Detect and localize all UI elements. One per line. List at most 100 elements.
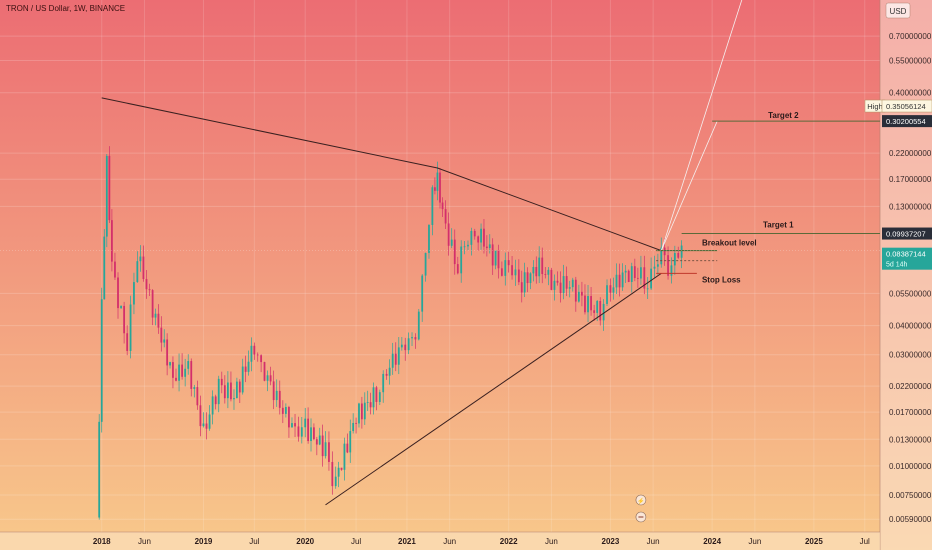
candle-body (407, 338, 410, 351)
stoploss-label: Stop Loss (702, 275, 741, 284)
candle-body (352, 422, 355, 432)
candle-body (230, 382, 232, 400)
upper-trendline (101, 97, 662, 252)
y-tick-label: 0.00590000 (889, 515, 932, 524)
candle-body (656, 264, 659, 267)
candle-body (511, 265, 513, 276)
candle-body (360, 403, 363, 420)
y-tick-label: 0.55000000 (889, 56, 932, 65)
candle-body (275, 390, 278, 401)
candle-body (202, 423, 205, 427)
candle-body (488, 244, 491, 249)
candle-body (145, 279, 148, 290)
candle-body (214, 396, 217, 405)
candle-body (378, 392, 381, 402)
candle-body (633, 266, 636, 278)
candle-body (294, 423, 296, 427)
candle-body (394, 353, 397, 365)
candle-body (431, 187, 434, 225)
candle-body (111, 220, 113, 262)
candle-body (473, 230, 476, 237)
candle-body (646, 288, 649, 290)
y-tick-label: 0.01300000 (889, 435, 932, 444)
candle-body (565, 276, 568, 289)
candle-body (388, 367, 391, 376)
candle-body (677, 253, 680, 258)
candle-body (507, 260, 510, 266)
candle-body (241, 366, 244, 393)
candle-body (562, 276, 565, 294)
candle-body (126, 333, 129, 351)
breakout-label: Breakout level (702, 239, 757, 248)
candle-body (199, 405, 202, 427)
x-tick-label: 2021 (398, 537, 416, 546)
candle-body (108, 155, 111, 221)
candle-body (463, 246, 466, 248)
x-tick-label: Jun (545, 537, 558, 546)
target1-label: Target 1 (763, 221, 794, 230)
candle-body (318, 435, 321, 445)
symbol-title: TRON / US Dollar, 1W, BINANCE (6, 4, 126, 13)
candle-body (541, 257, 544, 275)
candle-body (337, 467, 340, 477)
candle-body (428, 224, 430, 253)
candle-body (375, 387, 378, 402)
candle-body (208, 414, 211, 429)
candle-body (190, 361, 193, 389)
currency-label: USD (890, 7, 907, 16)
y-tick-label: 0.02200000 (889, 382, 932, 391)
candle-body (196, 387, 199, 406)
candle-body (105, 155, 108, 237)
candle-body (157, 313, 160, 328)
y-tick-label: 0.22000000 (889, 149, 932, 158)
candle-body (577, 291, 580, 302)
candle-body (238, 381, 241, 393)
candle-body (660, 247, 663, 265)
candle-body (477, 236, 480, 243)
high-tag-label: High (867, 102, 882, 111)
target2-tag-value: 0.30200554 (886, 117, 926, 126)
time-axis-panel (0, 532, 880, 550)
candle-body (272, 381, 275, 401)
candle-body (411, 337, 413, 339)
x-tick-label: Jun (138, 537, 151, 546)
candle-body (187, 361, 190, 369)
candle-body (529, 273, 532, 284)
candle-body (217, 378, 220, 405)
candle-body (550, 269, 553, 290)
candle-body (133, 282, 135, 305)
y-tick-label: 0.13000000 (889, 202, 932, 211)
candle-body (120, 305, 122, 309)
high-tag-value: 0.35056124 (886, 102, 926, 111)
candle-body (485, 246, 488, 249)
candle-body (372, 387, 375, 408)
x-tick-label: Jul (249, 537, 259, 546)
candle-body (250, 345, 253, 362)
candle-body (553, 280, 556, 290)
candle-body (163, 339, 166, 343)
x-tick-label: 2025 (805, 537, 823, 546)
candle-body (483, 228, 485, 247)
candle-body (480, 228, 482, 243)
candle-body (288, 407, 290, 428)
y-tick-label: 0.17000000 (889, 175, 932, 184)
candle-body (590, 296, 592, 311)
candle-body (497, 250, 500, 269)
candle-body (599, 300, 602, 321)
flash-icon[interactable] (635, 494, 647, 506)
flash-icon-glyph: ⚡ (637, 497, 644, 505)
current-price-tag-box (882, 247, 932, 270)
currency-button[interactable] (885, 2, 911, 19)
candle-body (297, 426, 300, 437)
candle-body (142, 256, 145, 280)
candle-body (226, 382, 229, 399)
candle-body (304, 418, 307, 428)
candle-body (400, 344, 403, 348)
x-tick-label: 2022 (500, 537, 518, 546)
candle-body (615, 274, 618, 288)
candle-body (220, 378, 223, 386)
candle-body (441, 202, 444, 210)
candle-body (456, 264, 459, 274)
